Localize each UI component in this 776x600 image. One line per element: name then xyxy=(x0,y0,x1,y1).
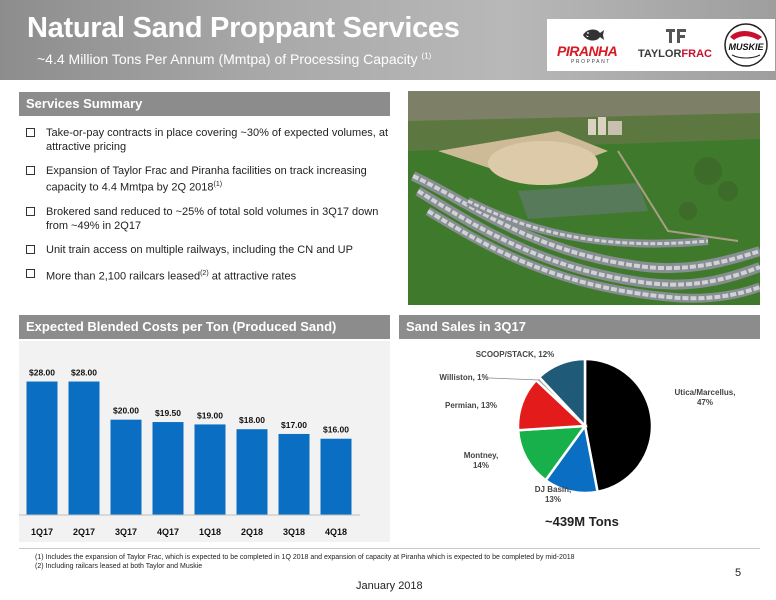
checkbox-bullet-icon xyxy=(26,268,35,278)
x-tick-label: 4Q17 xyxy=(157,527,179,537)
services-bullet: Unit train access on multiple railways, … xyxy=(26,243,390,257)
pie-slice-pct-label: 47% xyxy=(697,398,713,407)
blended-costs-bar-chart: $28.00 1Q17 $28.00 2Q17 $20.00 3Q17 $19.50 4Q17… xyxy=(19,341,390,542)
bar-data-label: $18.00 xyxy=(239,415,265,425)
x-tick-label: 1Q18 xyxy=(199,527,221,537)
x-tick-label: 2Q18 xyxy=(241,527,263,537)
checkbox-bullet-icon xyxy=(26,206,35,216)
footnote-1: (1) Includes the expansion of Taylor Fra… xyxy=(35,554,575,561)
bar-data-label: $20.00 xyxy=(113,406,139,416)
pie-slice xyxy=(583,357,654,494)
services-bullet: Brokered sand reduced to ~25% of total s… xyxy=(26,205,390,233)
sand-sales-total: ~439M Tons xyxy=(545,514,619,529)
services-bullet-list: Take-or-pay contracts in place covering … xyxy=(26,126,390,293)
pie-slice xyxy=(537,357,587,430)
bar-3Q18 xyxy=(278,433,310,515)
checkbox-bullet-icon xyxy=(26,244,35,254)
aerial-facility-photo xyxy=(408,91,760,305)
checkbox-bullet-icon xyxy=(26,166,35,175)
bar-4Q18 xyxy=(320,438,352,515)
williston-leader-line xyxy=(488,377,541,381)
pie-slice-label: Utica/Marcellus, xyxy=(675,388,736,397)
x-tick-label: 2Q17 xyxy=(73,527,95,537)
sand-sales-pie-chart: Utica/Marcellus,47% DJ Basin,13% Montney,1… xyxy=(439,350,736,504)
x-tick-label: 3Q18 xyxy=(283,527,305,537)
x-tick-label: 4Q18 xyxy=(325,527,347,537)
x-tick-label: 3Q17 xyxy=(115,527,137,537)
partner-logos: PIRANHA PROPPANT TAYLORFRAC MUSKIE xyxy=(547,19,775,71)
bar-data-label: $17.00 xyxy=(281,420,307,430)
page-title: Natural Sand Proppant Services xyxy=(27,12,460,44)
pie-slice-label: Permian, 13% xyxy=(445,401,497,410)
taylorfrac-mark-icon xyxy=(666,29,686,43)
bar-data-label: $19.50 xyxy=(155,408,181,418)
pie-slice-label: DJ Basin, xyxy=(535,485,571,494)
footer-divider xyxy=(19,548,760,549)
services-bullet: More than 2,100 railcars leased(2) at at… xyxy=(26,267,390,284)
footnotes: (1) Includes the expansion of Taylor Fra… xyxy=(35,553,575,571)
pie-slice-label: Williston, 1% xyxy=(439,373,488,382)
muskie-logo: MUSKIE xyxy=(724,23,768,67)
pie-slice-pct-label: 13% xyxy=(545,495,561,504)
bar-3Q17 xyxy=(110,419,142,515)
bar-data-label: $28.00 xyxy=(29,368,55,378)
piranha-fish-icon xyxy=(583,29,604,41)
pie-slice-label: Montney, xyxy=(464,451,499,460)
taylorfrac-logo-text: TAYLORFRAC xyxy=(638,48,712,60)
checkbox-bullet-icon xyxy=(26,128,35,137)
page-subtitle: ~4.4 Million Tons Per Annum (Mmtpa) of P… xyxy=(37,51,432,67)
footnote-2: (2) Including railcars leased at both Ta… xyxy=(35,563,203,570)
taylorfrac-logo: TAYLORFRAC xyxy=(638,29,716,63)
bar-data-label: $16.00 xyxy=(323,425,349,435)
services-summary-heading: Services Summary xyxy=(19,92,390,116)
bar-2Q18 xyxy=(236,429,268,515)
footer-date: January 2018 xyxy=(356,580,423,592)
header-banner: Natural Sand Proppant Services ~4.4 Mill… xyxy=(0,0,776,80)
bar-2Q17 xyxy=(68,381,100,515)
x-tick-label: 1Q17 xyxy=(31,527,53,537)
sand-sales-heading: Sand Sales in 3Q17 xyxy=(399,315,760,339)
piranha-logo: PIRANHA PROPPANT xyxy=(557,28,629,66)
bar-4Q17 xyxy=(152,422,184,515)
page-number: 5 xyxy=(735,567,742,579)
bar-1Q17 xyxy=(26,381,58,515)
services-bullet: Expansion of Taylor Frac and Piranha fac… xyxy=(26,164,390,195)
bar-data-label: $19.00 xyxy=(197,410,223,420)
muskie-logo-text: MUSKIE xyxy=(728,42,764,52)
bar-data-label: $28.00 xyxy=(71,368,97,378)
bar-1Q18 xyxy=(194,424,226,515)
pie-slice-pct-label: 14% xyxy=(473,461,489,470)
piranha-logo-subtext: PROPPANT xyxy=(571,59,611,65)
pie-slice-label: SCOOP/STACK, 12% xyxy=(476,350,555,359)
piranha-logo-text: PIRANHA xyxy=(557,43,618,59)
services-bullet: Take-or-pay contracts in place covering … xyxy=(26,126,390,154)
blended-costs-heading: Expected Blended Costs per Ton (Produced… xyxy=(19,315,390,339)
